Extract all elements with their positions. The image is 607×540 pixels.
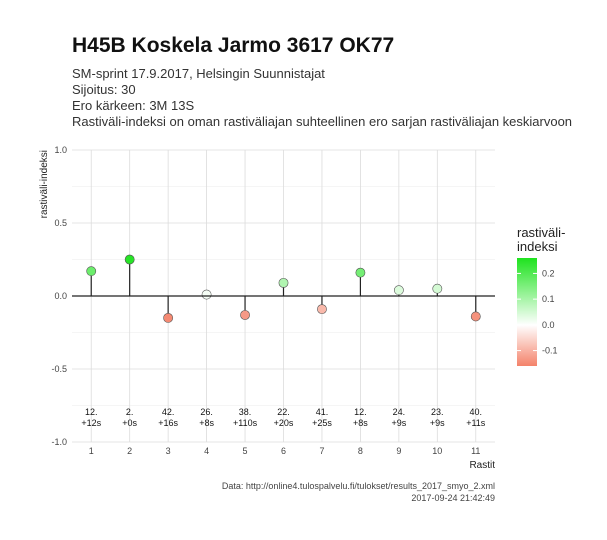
point-label-diff: +25s (312, 418, 332, 428)
color-legend: rastiväli-indeksi 0.2 0.1 0.0 -0.1 (517, 225, 565, 366)
subtitle-event: SM-sprint 17.9.2017, Helsingin Suunnista… (72, 66, 325, 81)
point-label-diff: +12s (81, 418, 101, 428)
y-tick-label: 0.0 (54, 291, 67, 301)
data-points (86, 254, 481, 323)
legend-tick-label: 0.1 (542, 294, 555, 304)
x-tick-label: 11 (471, 446, 480, 456)
x-tick-label: 7 (319, 446, 324, 456)
point-label-rank: 12. (85, 407, 98, 417)
data-point (86, 266, 97, 277)
point-label-diff: +9s (430, 418, 445, 428)
point-label-diff: +110s (233, 418, 258, 428)
x-tick-label: 2 (127, 446, 132, 456)
point-label-diff: +11s (466, 418, 486, 428)
subtitle-description: Rastiväli-indeksi on oman rastiväliajan … (72, 114, 573, 129)
point-label-diff: +9s (391, 418, 406, 428)
point-label-rank: 12. (354, 407, 367, 417)
y-tick-label: -0.5 (51, 364, 67, 374)
subtitle-gap: Ero kärkeen: 3M 13S (72, 98, 195, 113)
y-tick-label: 0.5 (54, 218, 67, 228)
point-label-rank: 2. (126, 407, 134, 417)
point-label-rank: 40. (470, 407, 483, 417)
x-tick-label: 4 (204, 446, 209, 456)
data-point (278, 277, 289, 288)
x-tick-label: 10 (432, 446, 442, 456)
chart-title: H45B Koskela Jarmo 3617 OK77 (72, 34, 395, 57)
point-label-rank: 23. (431, 407, 444, 417)
legend-colorbar (517, 258, 537, 366)
data-point (470, 311, 481, 322)
subtitle-placement: Sijoitus: 30 (72, 82, 136, 97)
data-point (432, 283, 443, 294)
legend-tick-label: 0.2 (542, 268, 555, 278)
point-label-diff: +8s (353, 418, 368, 428)
legend-title-line1: rastiväli- (517, 225, 565, 240)
legend-title-line2: indeksi (517, 239, 558, 254)
data-point (124, 254, 135, 265)
x-tick-label: 5 (243, 446, 248, 456)
point-label-diff: +20s (274, 418, 294, 428)
y-tick-label: 1.0 (54, 145, 67, 155)
data-point (240, 310, 250, 320)
x-tick-label: 9 (396, 446, 401, 456)
point-label-rank: 42. (162, 407, 175, 417)
timestamp: 2017-09-24 21:42:49 (411, 493, 495, 503)
data-point (355, 267, 366, 278)
y-tick-label: -1.0 (51, 437, 67, 447)
point-label-rank: 22. (277, 407, 290, 417)
y-axis-title: rastiväli-indeksi (39, 150, 50, 218)
data-point (163, 312, 174, 323)
x-tick-label: 6 (281, 446, 286, 456)
point-label-diff: +8s (199, 418, 214, 428)
data-source: Data: http://online4.tulospalvelu.fi/tul… (221, 481, 495, 491)
point-label-diff: +0s (122, 418, 137, 428)
x-axis-title: Rastit (469, 460, 495, 471)
data-point (201, 289, 212, 300)
legend-tick-label: 0.0 (542, 320, 555, 330)
x-tick-label: 8 (358, 446, 363, 456)
point-label-rank: 41. (316, 407, 329, 417)
x-tick-label: 1 (89, 446, 94, 456)
data-point (393, 285, 404, 296)
point-labels: 12.+12s2.+0s42.+16s26.+8s38.+110s22.+20s… (81, 407, 485, 428)
data-point (317, 304, 327, 315)
x-tick-label: 3 (166, 446, 171, 456)
point-label-rank: 24. (393, 407, 406, 417)
axes: -1.0 -0.5 0.0 0.5 1.0 1 2 3 4 5 6 7 8 9 10 11 Rastit rast… (39, 145, 495, 471)
point-label-rank: 38. (239, 407, 252, 417)
point-label-diff: +16s (158, 418, 178, 428)
point-label-rank: 26. (200, 407, 213, 417)
legend-tick-label: -0.1 (542, 346, 558, 356)
